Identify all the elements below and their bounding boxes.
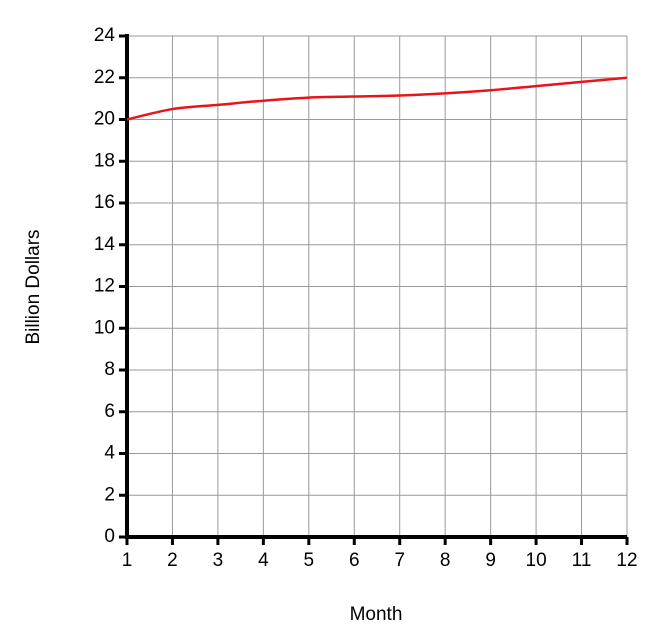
x-tick-label: 1	[122, 550, 133, 571]
x-tick-label: 2	[167, 550, 178, 571]
x-tick-label: 9	[485, 550, 496, 571]
x-axis-label: Month	[350, 604, 403, 625]
y-tick-label: 6	[104, 401, 115, 422]
x-tick-label: 10	[526, 550, 547, 571]
y-tick-label: 0	[104, 526, 115, 547]
x-tick-label: 7	[394, 550, 405, 571]
y-tick-label: 12	[94, 276, 115, 297]
y-axis-label: Billion Dollars	[23, 229, 44, 344]
data-line	[126, 76, 628, 121]
y-tick-label: 4	[104, 443, 115, 464]
y-tick-label: 22	[94, 67, 115, 88]
y-tick-label: 10	[94, 317, 115, 338]
y-tick-label: 14	[94, 234, 116, 255]
y-tick-label: 18	[94, 150, 115, 171]
y-tick-label: 24	[94, 25, 116, 46]
x-tick-label: 11	[572, 550, 592, 571]
y-tick-label: 2	[104, 484, 115, 505]
y-tick-label: 16	[94, 192, 115, 213]
x-tick-label: 6	[349, 550, 360, 571]
y-tick-label: 8	[104, 359, 115, 380]
x-tick-label: 4	[258, 550, 269, 571]
x-tick-label: 8	[440, 550, 451, 571]
x-tick-label: 3	[213, 550, 224, 571]
x-tick-label: 5	[304, 550, 315, 571]
x-tick-label: 12	[616, 550, 637, 571]
y-tick-label: 20	[94, 109, 115, 130]
